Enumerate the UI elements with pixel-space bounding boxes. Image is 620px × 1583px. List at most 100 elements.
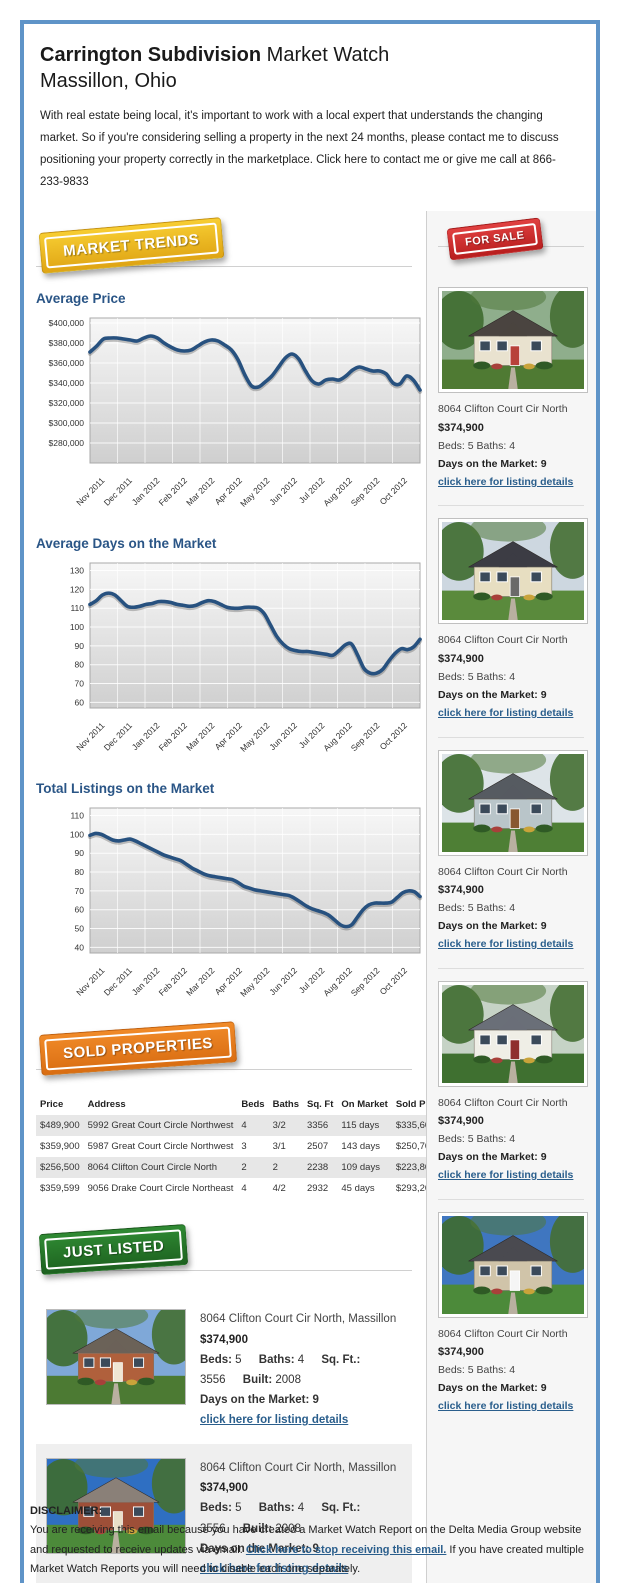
- listing-address: 8064 Clifton Court Cir North: [438, 634, 568, 647]
- listing-details-link[interactable]: click here for listing details: [438, 475, 574, 488]
- for-sale-card: 8064 Clifton Court Cir North $374,900 Be…: [438, 505, 588, 722]
- col-soldprice: Sold Price: [395, 1099, 443, 1111]
- listing-price: $374,900: [438, 422, 484, 435]
- average-price-chart: $400,000 $380,000 $360,000 $340,000 $320,000…: [36, 312, 423, 524]
- svg-text:60: 60: [75, 905, 85, 915]
- svg-text:Aug 2012: Aug 2012: [321, 966, 354, 999]
- svg-text:120: 120: [70, 585, 84, 595]
- listing-details-link[interactable]: click here for listing details: [438, 706, 574, 719]
- svg-text:Sep 2012: Sep 2012: [349, 966, 382, 999]
- property-photo[interactable]: [46, 1458, 186, 1555]
- listing-beds-baths: Beds: 5 Baths: 4: [438, 902, 516, 915]
- listing-price: $374,900: [438, 1115, 484, 1128]
- svg-text:Nov 2011: Nov 2011: [74, 476, 107, 509]
- listing-details-link[interactable]: click here for listing details: [200, 1414, 349, 1426]
- svg-text:$380,000: $380,000: [49, 338, 85, 348]
- svg-text:40: 40: [75, 943, 85, 953]
- disclaimer-heading: DISCLAIMER:: [30, 1505, 103, 1517]
- unsubscribe-link[interactable]: Click here to stop receiving this email.: [245, 1543, 447, 1556]
- listing-details-link[interactable]: click here for listing details: [438, 1399, 574, 1412]
- col-baths: Baths: [272, 1099, 299, 1111]
- horizontal-rule: [36, 266, 412, 268]
- svg-text:130: 130: [70, 566, 84, 576]
- svg-text:$360,000: $360,000: [49, 358, 85, 368]
- svg-text:Aug 2012: Aug 2012: [321, 476, 354, 509]
- listing-details-link[interactable]: click here for listing details: [438, 1168, 574, 1181]
- email-header: Carrington Subdivision Market Watch Mass…: [24, 24, 596, 203]
- listing-price: $374,900: [438, 653, 484, 666]
- column-divider: [426, 211, 427, 1583]
- total-listings-chart: 110 100 90 80 70 60 50 40 Nov 2011 Dec 2011 Jan 20…: [36, 802, 423, 1014]
- svg-text:Jun 2012: Jun 2012: [267, 966, 299, 998]
- horizontal-rule: [36, 1270, 412, 1272]
- svg-text:May 2012: May 2012: [238, 721, 272, 755]
- svg-text:Nov 2011: Nov 2011: [74, 721, 107, 754]
- svg-text:$320,000: $320,000: [49, 398, 85, 408]
- report-location: Massillon, Ohio: [40, 70, 177, 92]
- col-address: Address: [87, 1099, 126, 1111]
- svg-text:80: 80: [75, 867, 85, 877]
- total-listings-title: Total Listings on the Market: [36, 781, 215, 797]
- horizontal-rule: [36, 1069, 412, 1071]
- disclaimer-text: You are receiving this email because you…: [30, 1524, 584, 1575]
- svg-text:70: 70: [75, 679, 85, 689]
- average-price-title: Average Price: [36, 291, 126, 307]
- email-container: Carrington Subdivision Market Watch Mass…: [20, 20, 600, 1583]
- svg-text:Oct 2012: Oct 2012: [378, 721, 410, 753]
- sold-properties-badge: SOLD PROPERTIES: [38, 1021, 238, 1077]
- svg-text:80: 80: [75, 660, 85, 670]
- listing-price: $374,900: [438, 884, 484, 897]
- svg-text:Mar 2012: Mar 2012: [184, 721, 217, 754]
- col-onmarket: On Market: [341, 1099, 388, 1111]
- property-photo[interactable]: [46, 1309, 186, 1406]
- sold-properties-table: Price Address Beds Baths Sq. Ft On Marke…: [36, 1094, 447, 1199]
- just-listed-badge-row: JUST LISTED: [36, 1224, 412, 1285]
- just-listed-badge: JUST LISTED: [38, 1224, 189, 1276]
- svg-text:90: 90: [75, 849, 85, 859]
- sold-properties-badge-row: SOLD PROPERTIES: [36, 1021, 412, 1084]
- days-on-market: Days on the Market: 9: [200, 1542, 319, 1555]
- just-listed-item: 8064 Clifton Court Cir North, Massillon …: [36, 1444, 412, 1583]
- svg-text:Jun 2012: Jun 2012: [267, 721, 299, 753]
- main-column: MARKET TRENDS Average Price $400,000 $380…: [24, 211, 447, 1583]
- svg-text:100: 100: [70, 830, 84, 840]
- svg-text:90: 90: [75, 641, 85, 651]
- svg-text:Dec 2011: Dec 2011: [102, 721, 135, 754]
- listing-price: $374,900: [438, 1346, 484, 1359]
- svg-text:$280,000: $280,000: [49, 438, 85, 448]
- for-sale-card: 8064 Clifton Court Cir North $374,900 Be…: [438, 1198, 588, 1416]
- property-photo[interactable]: [438, 749, 588, 856]
- days-on-market: Days on the Market: 9: [438, 919, 547, 932]
- just-listed-item: 8064 Clifton Court Cir North, Massillon …: [36, 1295, 412, 1444]
- page-title: Carrington Subdivision Market Watch Mass…: [40, 44, 390, 92]
- table-row: $256,500 8064 Clifton Court Circle North 2…: [36, 1157, 447, 1179]
- svg-text:Sep 2012: Sep 2012: [349, 721, 382, 754]
- listing-details-link[interactable]: click here for listing details: [438, 937, 574, 950]
- for-sale-badge-row: FOR SALE: [438, 217, 584, 265]
- svg-text:Feb 2012: Feb 2012: [157, 966, 190, 999]
- listing-beds-baths: Beds: 5 Baths: 4: [438, 1364, 516, 1377]
- table-header-row: Price Address Beds Baths Sq. Ft On Marke…: [36, 1094, 446, 1115]
- report-name: Carrington Subdivision: [40, 44, 262, 66]
- svg-text:110: 110: [70, 811, 84, 821]
- svg-text:Mar 2012: Mar 2012: [184, 966, 217, 999]
- col-price: Price: [40, 1099, 64, 1111]
- svg-text:$400,000: $400,000: [49, 318, 85, 328]
- property-photo[interactable]: [438, 287, 588, 394]
- svg-text:Feb 2012: Feb 2012: [157, 721, 190, 754]
- svg-text:Oct 2012: Oct 2012: [378, 476, 410, 508]
- listing-specs: Beds: 5 Baths: 4 Sq. Ft.: 3556 Built: 20…: [200, 1353, 361, 1386]
- property-photo[interactable]: [438, 1211, 588, 1318]
- table-row: $489,900 5992 Great Court Circle Northwes…: [36, 1115, 447, 1137]
- property-photo[interactable]: [438, 518, 588, 625]
- property-photo[interactable]: [438, 980, 588, 1087]
- for-sale-card: 8064 Clifton Court Cir North $374,900 Be…: [438, 275, 588, 491]
- listing-beds-baths: Beds: 5 Baths: 4: [438, 1133, 516, 1146]
- listing-details-link[interactable]: click here for listing details: [200, 1562, 349, 1575]
- svg-text:$300,000: $300,000: [49, 418, 85, 428]
- svg-text:Nov 2011: Nov 2011: [74, 966, 107, 999]
- svg-text:110: 110: [70, 604, 84, 614]
- svg-text:May 2012: May 2012: [238, 476, 272, 510]
- svg-text:60: 60: [75, 698, 85, 708]
